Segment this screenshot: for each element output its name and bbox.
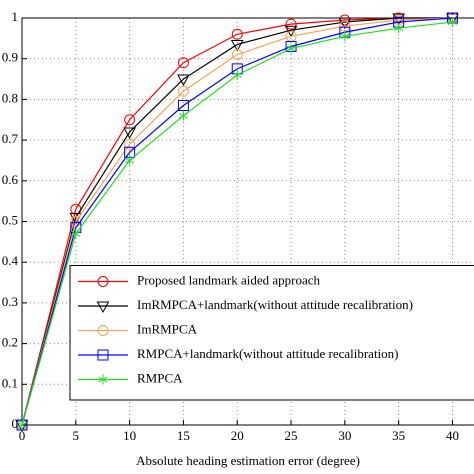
legend-label: ImRMPCA [137, 321, 198, 336]
marker [123, 127, 136, 139]
y-tick-label: 0.3 [2, 294, 18, 309]
marker [394, 23, 404, 34]
marker-shape [392, 13, 406, 26]
marker-shape [97, 349, 109, 361]
series-line [21, 17, 453, 426]
marker [97, 325, 109, 336]
x-tick-label: 25 [285, 428, 298, 443]
marker [230, 39, 244, 52]
marker [71, 228, 81, 239]
marker-shape [97, 325, 109, 336]
marker-shape [339, 20, 351, 32]
y-tick-label: 0 [12, 416, 19, 431]
series-line [21, 17, 453, 426]
series-line [21, 17, 453, 426]
marker [446, 13, 459, 26]
marker [339, 14, 351, 26]
marker-shape [97, 276, 109, 287]
legend-box [69, 265, 474, 401]
marker [124, 114, 136, 126]
marker-shape [124, 138, 136, 150]
marker-shape [177, 100, 189, 112]
plot-frame [21, 17, 474, 426]
marker [17, 420, 27, 430]
marker-shape [71, 230, 81, 237]
marker [339, 20, 351, 32]
marker-shape [231, 28, 243, 40]
marker-shape [286, 45, 296, 52]
marker-shape [230, 39, 244, 52]
marker [177, 100, 189, 112]
marker-shape [447, 19, 458, 26]
y-tick-label: 0.2 [2, 335, 18, 350]
marker-shape [446, 13, 459, 26]
marker-shape [98, 376, 108, 383]
marker-shape [178, 112, 188, 119]
marker [392, 13, 406, 26]
x-tick-label: 10 [123, 428, 136, 443]
marker-shape [17, 422, 27, 428]
marker-shape [340, 33, 350, 40]
y-tick-label: 1 [12, 9, 19, 24]
y-tick-label: 0.5 [2, 212, 18, 227]
marker [96, 301, 110, 314]
marker-shape [232, 72, 242, 78]
legend-label: RMPCA+landmark(without attitude recalibr… [137, 346, 399, 361]
marker [231, 28, 243, 40]
legend-label: ImRMPCA+landmark(without attitude recali… [137, 297, 413, 312]
marker-shape [125, 157, 135, 164]
marker-shape [231, 49, 243, 61]
marker [124, 138, 136, 150]
marker-shape [177, 74, 190, 87]
x-tick-label: 30 [338, 428, 351, 443]
x-tick-label: 40 [446, 428, 459, 443]
marker [340, 31, 350, 42]
marker [125, 155, 135, 166]
marker [232, 69, 242, 80]
marker-shape [177, 57, 189, 69]
x-tick-label: 5 [73, 428, 80, 443]
marker [177, 74, 190, 87]
y-tick-label: 0.4 [2, 253, 19, 268]
marker-shape [96, 301, 110, 314]
x-tick-label: 0 [19, 428, 26, 443]
marker [177, 85, 189, 97]
marker-shape [177, 85, 189, 97]
marker [177, 57, 189, 69]
marker [97, 349, 109, 361]
legend-label: Proposed landmark aided approach [137, 272, 321, 287]
y-tick-label: 0.8 [2, 90, 18, 105]
marker [231, 49, 243, 61]
marker [285, 18, 297, 30]
marker [178, 110, 188, 121]
marker-shape [124, 114, 136, 126]
y-tick-label: 0.9 [2, 50, 18, 65]
marker [98, 374, 108, 385]
marker [97, 276, 109, 287]
marker-shape [285, 18, 297, 30]
x-tick-label: 20 [231, 428, 244, 443]
y-tick-label: 0.1 [2, 375, 18, 390]
marker-shape [339, 14, 351, 26]
marker-shape [123, 127, 136, 139]
marker [286, 43, 296, 54]
x-tick-label: 35 [392, 428, 405, 443]
marker-shape [284, 25, 298, 38]
marker [447, 17, 458, 28]
legend-label: RMPCA [137, 370, 183, 385]
marker-shape [338, 17, 352, 30]
marker [284, 25, 298, 38]
y-tick-label: 0.7 [2, 131, 19, 146]
marker-shape [394, 25, 404, 32]
x-tick-label: 15 [177, 428, 190, 443]
y-tick-label: 0.6 [2, 172, 19, 187]
x-axis-label: Absolute heading estimation error (degre… [136, 453, 360, 468]
series-line [21, 17, 453, 426]
marker [338, 17, 352, 30]
